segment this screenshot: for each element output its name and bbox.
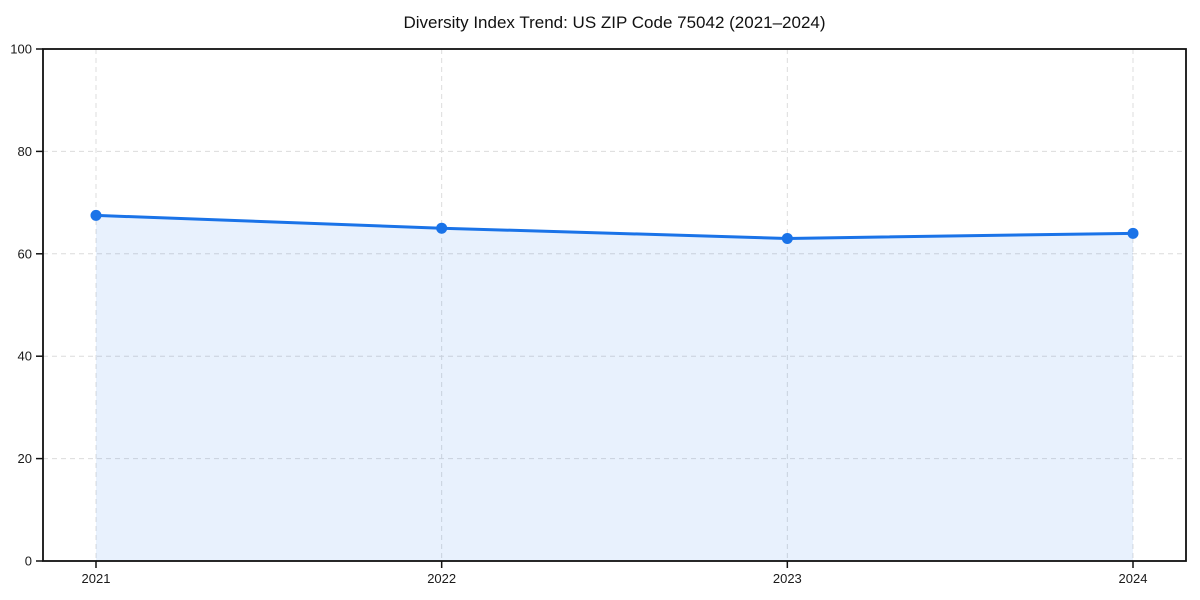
data-point [90,209,102,221]
y-tick-label: 60 [18,246,32,261]
chart-title: Diversity Index Trend: US ZIP Code 75042… [403,13,826,32]
y-tick-label: 40 [18,349,32,364]
plot-border [42,48,1187,562]
data-point [1127,227,1139,239]
data-point [781,232,793,244]
trend-line [94,213,1135,240]
x-tick-label: 2023 [773,571,802,586]
y-tick-label: 0 [25,554,32,569]
x-tick-label: 2021 [82,571,111,586]
x-tick-label: 2022 [427,571,456,586]
y-tick-label: 80 [18,144,32,159]
data-point [436,222,448,234]
area-fill [96,215,1133,561]
y-tick-label: 100 [10,42,32,57]
y-tick-label: 20 [18,451,32,466]
x-tick-label: 2024 [1119,571,1148,586]
